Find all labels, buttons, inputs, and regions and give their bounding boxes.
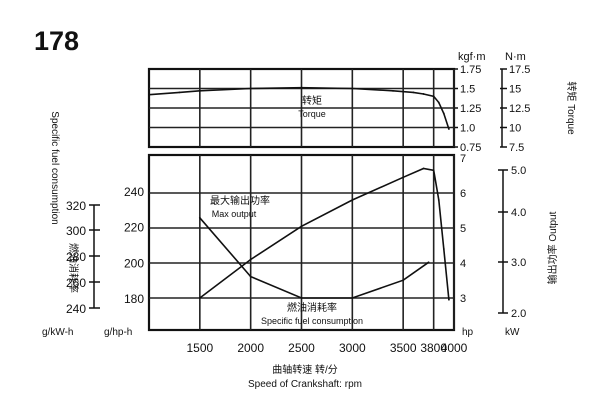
x-tick-label: 4000 — [441, 341, 468, 355]
curves — [148, 86, 450, 301]
power-side-label: 输出功率 Output — [546, 211, 559, 284]
torque-tick-labels: 1.75 17.5 1.5 15 1.25 12.5 1.0 10 0.75 7.5 — [460, 64, 530, 154]
torque-curve-point — [249, 87, 252, 90]
x-tick-label: 3500 — [390, 341, 417, 355]
torque-nm-tick-label: 12.5 — [509, 103, 530, 115]
fuel-curve-point — [300, 297, 303, 299]
torque-curve-point — [422, 93, 425, 95]
fuel-curve-point — [351, 297, 354, 299]
power-curve-point — [437, 199, 440, 201]
power-curve-point — [448, 298, 450, 301]
grid-lines — [149, 69, 455, 330]
torque-kgf-tick-label: 1.5 — [460, 84, 475, 96]
torque-nm-tick-label: 15 — [509, 84, 521, 96]
fuel-label-cn: 燃油消耗率 — [67, 243, 80, 293]
power-curve-point — [300, 225, 303, 228]
torque-curve-point — [442, 112, 445, 115]
fuel-kwh-tick-label: 280 — [66, 250, 86, 264]
kw-tick-label: 2.0 — [511, 308, 526, 320]
torque-curve-point — [178, 91, 181, 94]
fuel-hph-tick-label: 200 — [124, 256, 144, 270]
torque-nm-tick-label: 7.5 — [509, 142, 524, 154]
fuel-kwh-tick-label: 240 — [66, 302, 86, 316]
fuel-hph-tick-label: 220 — [124, 221, 144, 235]
axis-ticks — [89, 68, 508, 314]
hp-tick-label: 3 — [460, 293, 466, 305]
torque-kgf-tick-label: 1.75 — [460, 64, 481, 76]
x-tick-label: 3000 — [339, 341, 366, 355]
fuel-unit-hph: g/hp-h — [104, 327, 132, 338]
power-curve-point — [402, 176, 405, 179]
torque-curve-point — [392, 89, 394, 92]
power-curve — [199, 167, 450, 300]
fuel-kwh-tick-label: 320 — [66, 199, 86, 213]
fuel-curve-point — [249, 275, 252, 278]
fuel-side-label: Specific fuel consumption — [49, 111, 60, 224]
hp-tick-label: 5 — [460, 223, 466, 235]
fuel-curve-label-cn: 燃油消耗率 — [287, 301, 337, 314]
fuel-curve-point — [427, 261, 430, 264]
power-curve-label-en: Max output — [212, 209, 257, 219]
fuel-curve-point — [198, 216, 201, 219]
x-tick-label: 2000 — [237, 341, 264, 355]
page-number: 178 — [34, 26, 79, 56]
x-tick-label: 3800 — [420, 341, 447, 355]
power-curve-label-cn: 最大输出功率 — [210, 194, 270, 207]
power-curve-point — [249, 258, 252, 261]
power-curve-point — [351, 199, 354, 201]
torque-nm-tick-label: 10 — [509, 123, 521, 135]
fuel-kwh-tick-label: 300 — [66, 224, 86, 238]
torque-curve-point — [198, 89, 201, 92]
power-curve-point — [422, 167, 425, 170]
hp-unit: hp — [462, 327, 474, 338]
torque-curve-label-cn: 转矩 — [302, 94, 322, 107]
torque-curve-point — [437, 101, 440, 104]
kw-tick-labels: 5.0 4.0 3.0 2.0 — [511, 165, 526, 320]
torque-side-label: 转矩 Torque — [565, 81, 578, 135]
fuel-curve-label-en: Specific fuel consumption — [261, 316, 363, 326]
power-curve-point — [432, 169, 435, 172]
hp-tick-label: 7 — [460, 153, 466, 165]
fuel-hph-tick-labels: 240 220 200 180 — [124, 185, 144, 306]
torque-curve-point — [148, 93, 150, 96]
hp-tick-labels: 7 6 5 4 3 — [460, 153, 466, 305]
fuel-curve — [199, 217, 430, 299]
hp-tick-label: 6 — [460, 188, 466, 200]
torque-kgf-tick-label: 0.75 — [460, 142, 481, 154]
x-axis-label-en: Speed of Crankshaft: rpm — [248, 379, 362, 390]
torque-kgf-tick-label: 1.25 — [460, 103, 481, 115]
fuel-hph-tick-label: 240 — [124, 185, 144, 199]
torque-kgf-tick-label: 1.0 — [460, 123, 475, 135]
torque-curve-point — [432, 95, 435, 98]
hp-tick-label: 4 — [460, 258, 466, 270]
power-curve-point — [442, 248, 445, 250]
fuel-curve-point — [402, 279, 405, 282]
torque-curve-point — [300, 86, 303, 89]
torque-curve-label-en: Torque — [298, 109, 326, 119]
fuel-kwh-tick-labels: 320 300 280 260 240 — [66, 199, 86, 316]
x-tick-label: 2500 — [288, 341, 315, 355]
torque-unit-kgf: kgf·m — [458, 51, 486, 63]
fuel-hph-tick-label: 180 — [124, 292, 144, 306]
fuel-kwh-tick-label: 260 — [66, 276, 86, 290]
kw-tick-label: 5.0 — [511, 165, 526, 177]
torque-unit-nm: N·m — [505, 51, 526, 63]
torque-curve-point — [448, 128, 450, 130]
power-curve-point — [198, 297, 201, 299]
torque-curve-point — [412, 91, 415, 94]
kw-unit: kW — [505, 327, 520, 338]
kw-tick-label: 4.0 — [511, 207, 526, 219]
x-tick-label: 1500 — [186, 341, 213, 355]
fuel-unit-kwh: g/kW-h — [42, 327, 74, 338]
torque-nm-tick-label: 17.5 — [509, 64, 530, 76]
x-axis-label-cn: 曲轴转速 转/分 — [272, 363, 338, 376]
kw-tick-label: 3.0 — [511, 257, 526, 269]
torque-curve-point — [351, 87, 354, 90]
